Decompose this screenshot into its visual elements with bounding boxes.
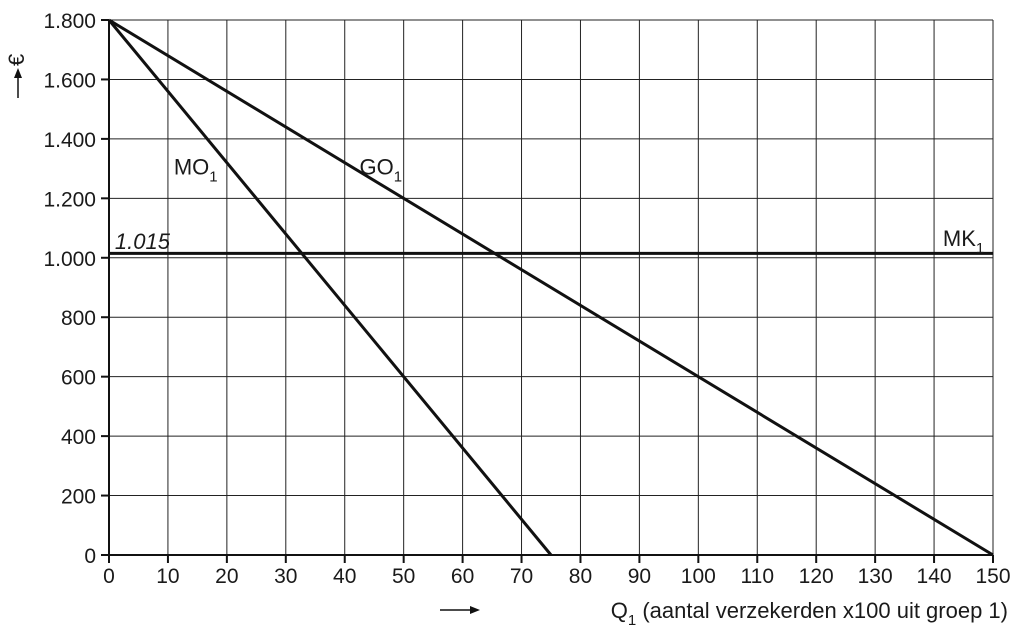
series-label-go: GO1 [359, 155, 402, 186]
x-tick-label: 20 [215, 565, 238, 588]
x-tick-label: 0 [103, 565, 115, 588]
x-tick-label: 110 [741, 565, 774, 588]
y-tick-label: 0 [84, 545, 96, 568]
x-tick-label: 40 [333, 565, 356, 588]
y-tick-label: 1.600 [43, 69, 96, 92]
x-tick-label: 30 [274, 565, 297, 588]
series-label-mk: MK1 [943, 226, 984, 257]
x-tick-label: 150 [975, 565, 1010, 588]
x-tick-label: 130 [858, 565, 893, 588]
x-axis-arrow [440, 606, 480, 614]
x-tick-label: 50 [392, 565, 415, 588]
x-tick-label: 120 [799, 565, 834, 588]
y-tick-label: 1.000 [43, 248, 96, 271]
y-tick-label: 1.800 [43, 10, 96, 33]
y-tick-label: 200 [61, 486, 96, 509]
y-tick-label: 1.400 [43, 129, 96, 152]
tick-labels: 0 10 20 30 40 50 60 70 80 90 100 110 120 130 140 150 0 20… [43, 10, 1010, 588]
y-tick-label: 400 [61, 426, 96, 449]
series-lines [107, 18, 994, 557]
series-line-go [108, 18, 994, 557]
x-tick-label: 100 [681, 565, 716, 588]
x-tick-label: 140 [917, 565, 952, 588]
y-tick-label: 1.200 [43, 188, 96, 211]
y-axis-arrow [14, 68, 22, 98]
x-tick-label: 70 [510, 565, 533, 588]
annotation-1015: 1.015 [115, 229, 171, 254]
grid [108, 19, 994, 556]
y-axis-label: € [4, 54, 29, 66]
y-tick-label: 600 [61, 367, 96, 390]
x-tick-label: 10 [156, 565, 179, 588]
series-label-mo: MO1 [174, 155, 218, 186]
x-axis-label: Q1 (aantal verzekerden x100 uit groep 1) [611, 598, 1008, 629]
x-tick-label: 80 [569, 565, 592, 588]
x-tick-label: 90 [628, 565, 651, 588]
axes [101, 19, 994, 563]
x-tick-label: 60 [451, 565, 474, 588]
series-line-mo [107, 19, 553, 556]
y-tick-label: 800 [61, 307, 96, 330]
